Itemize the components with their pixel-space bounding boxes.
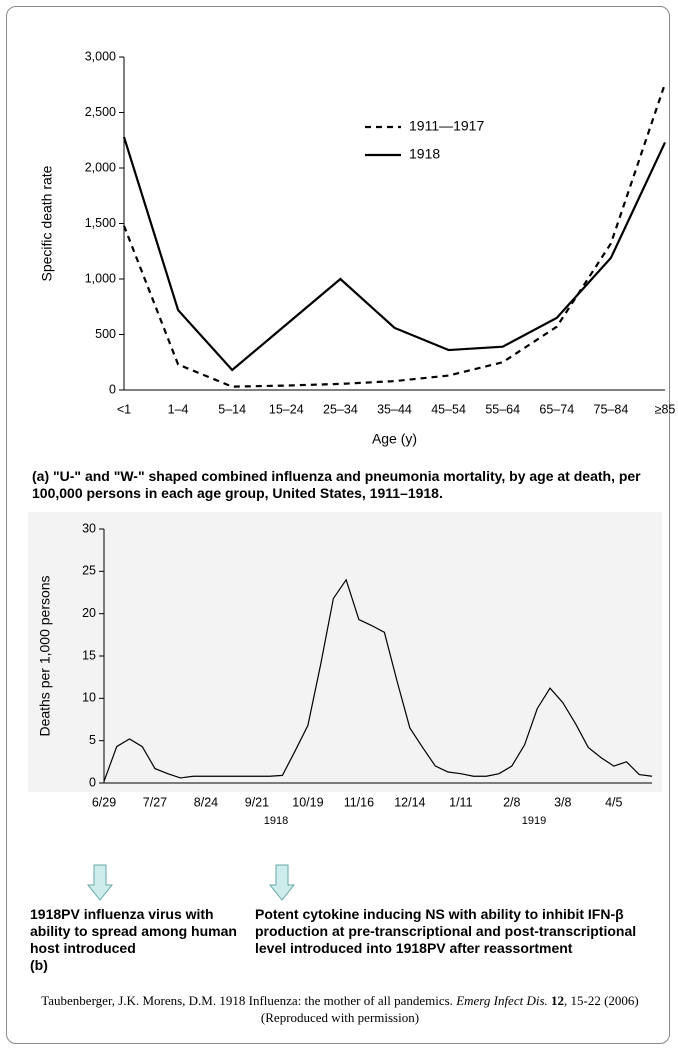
y-axis-label: Deaths per 1,000 persons bbox=[37, 575, 53, 736]
x-tick-label: 25–34 bbox=[323, 402, 358, 416]
x-tick-label: 12/14 bbox=[394, 795, 425, 809]
year-label: 1919 bbox=[522, 815, 546, 827]
plot-background bbox=[28, 512, 662, 792]
y-tick-label: 0 bbox=[109, 382, 116, 396]
annotation: 1918PV influenza virus with ability to s… bbox=[30, 906, 255, 974]
x-tick-label: 3/8 bbox=[554, 795, 571, 809]
y-tick-label: 2,500 bbox=[85, 105, 116, 119]
x-tick-label: 5–14 bbox=[218, 402, 246, 416]
x-tick-label: 9/21 bbox=[245, 795, 269, 809]
plot: 0 5 10 15 20 25 30 6/29 7/27 8/24 9/21 10/19 11/16 12… bbox=[28, 512, 662, 827]
x-tick-label: 6/29 bbox=[92, 795, 116, 809]
panel-label: (b) bbox=[30, 957, 48, 973]
x-tick-label: 10/19 bbox=[292, 795, 323, 809]
y-tick-label: 0 bbox=[89, 775, 96, 789]
annotation-text: 1918PV influenza virus with ability to s… bbox=[30, 906, 237, 956]
arrow bbox=[86, 864, 114, 901]
citation-volume: 12 bbox=[551, 993, 565, 1008]
x-tick-label: 45–54 bbox=[431, 402, 466, 416]
y-axis-label: Specific death rate bbox=[39, 165, 55, 281]
x-tick-label: ≥85 bbox=[655, 402, 676, 416]
x-tick-label: 4/5 bbox=[605, 795, 622, 809]
citation-journal: Emerg Infect Dis. bbox=[456, 993, 548, 1008]
x-axis-label: Age (y) bbox=[372, 431, 417, 447]
series-line bbox=[103, 578, 653, 782]
x-tick-label: 15–24 bbox=[269, 402, 304, 416]
x-tick-label: 8/24 bbox=[194, 795, 218, 809]
arrow bbox=[268, 864, 296, 901]
y-tick-label: 3,000 bbox=[85, 49, 116, 63]
y-tick-label: 15 bbox=[82, 648, 96, 662]
plot: 0 500 1,000 1,500 2,000 2,500 3,000 <1 1–4 5–14 15… bbox=[39, 49, 676, 446]
frame bbox=[6, 6, 670, 1044]
y-tick-label: 25 bbox=[82, 564, 96, 578]
citation-rest: , 15-22 (2006) (Reproduced with permissi… bbox=[260, 993, 639, 1025]
x-tick-label: 2/8 bbox=[503, 795, 520, 809]
series-line bbox=[122, 136, 666, 372]
x-tick-label: 7/27 bbox=[143, 795, 167, 809]
citation: Taubenberger, J.K. Morens, D.M. 1918 Inf… bbox=[40, 992, 640, 1026]
x-tick-label: 1–4 bbox=[168, 402, 189, 416]
x-tick-label: 1/11 bbox=[449, 795, 472, 809]
y-tick-label: 1,500 bbox=[85, 216, 116, 230]
x-tick-label: 35–44 bbox=[377, 402, 412, 416]
y-tick-label: 30 bbox=[82, 521, 96, 535]
y-tick-label: 1,000 bbox=[85, 271, 116, 285]
x-tick-label: 11/16 bbox=[344, 795, 374, 809]
year-label: 1918 bbox=[264, 815, 288, 827]
legend-label: 1918 bbox=[409, 146, 440, 162]
y-tick-label: 20 bbox=[82, 606, 96, 620]
x-tick-label: 65–74 bbox=[539, 402, 574, 416]
citation-authors: Taubenberger, J.K. Morens, D.M. 1918 Inf… bbox=[41, 993, 453, 1008]
y-tick-label: 10 bbox=[82, 691, 96, 705]
y-tick-label: 5 bbox=[89, 733, 96, 747]
annotation: Potent cytokine inducing NS with ability… bbox=[255, 906, 637, 956]
caption: (a) "U-" and "W-" shaped combined influe… bbox=[32, 468, 641, 501]
x-tick-label: 55–64 bbox=[485, 402, 520, 416]
x-tick-label: 75–84 bbox=[594, 402, 629, 416]
x-tick-label: <1 bbox=[117, 402, 131, 416]
legend-label: 1911—1917 bbox=[409, 118, 484, 134]
y-tick-label: 500 bbox=[95, 327, 116, 341]
y-tick-label: 2,000 bbox=[85, 160, 116, 174]
